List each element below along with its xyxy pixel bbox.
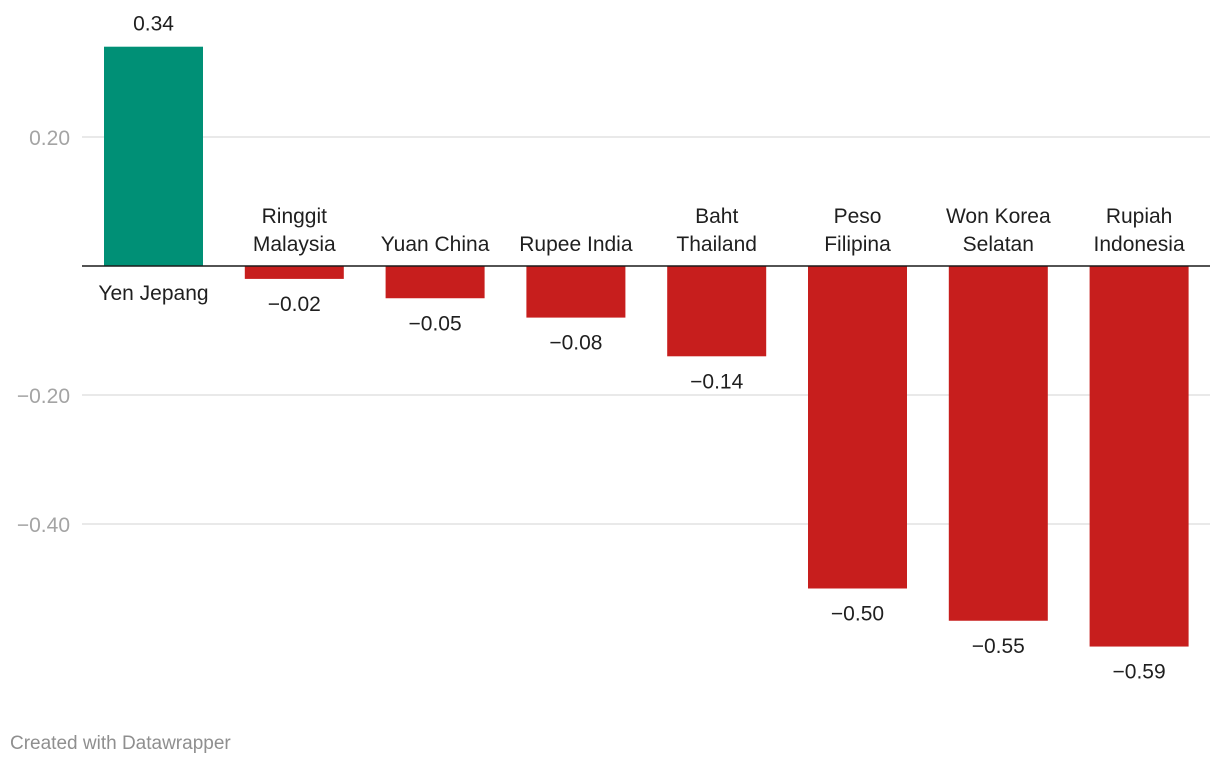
bar-ringgit-malaysia	[244, 266, 344, 279]
value-label: −0.02	[268, 293, 321, 316]
y-tick-label: 0.20	[29, 127, 70, 150]
labels: 0.20 −0.20 −0.40 0.34 Yen Jepang −0.02 Ringgit…	[17, 13, 1185, 684]
category-label: Peso Filipina	[824, 205, 891, 256]
value-label: −0.50	[831, 603, 884, 626]
category-label: Ringgit Malaysia	[253, 205, 336, 256]
value-label: −0.05	[409, 312, 462, 335]
value-label: 0.34	[133, 13, 174, 36]
bar-rupiah-indonesia	[1089, 266, 1189, 647]
value-label: −0.14	[690, 370, 743, 393]
category-label: Yen Jepang	[98, 282, 208, 305]
value-label: −0.08	[549, 332, 602, 355]
credit-text: Created with Datawrapper	[10, 733, 231, 754]
value-label: −0.59	[1113, 661, 1166, 684]
value-label: −0.55	[972, 635, 1025, 658]
category-label: Won Korea Selatan	[946, 205, 1051, 256]
bar-peso-filipina	[808, 266, 907, 589]
bars	[104, 46, 1189, 647]
bar-won-korea-selatan	[948, 266, 1048, 621]
category-label: Rupee India	[519, 233, 633, 256]
y-tick-label: −0.20	[17, 385, 70, 408]
y-tick-label: −0.40	[17, 514, 70, 537]
category-label: Yuan China	[381, 233, 490, 256]
bar-baht-thailand	[667, 266, 767, 357]
bar-yuan-china	[385, 266, 485, 299]
bar-rupee-india	[526, 266, 626, 318]
category-label: Baht Thailand	[676, 205, 757, 256]
category-label: Rupiah Indonesia	[1094, 205, 1185, 256]
bar-yen-jepang	[104, 46, 203, 267]
